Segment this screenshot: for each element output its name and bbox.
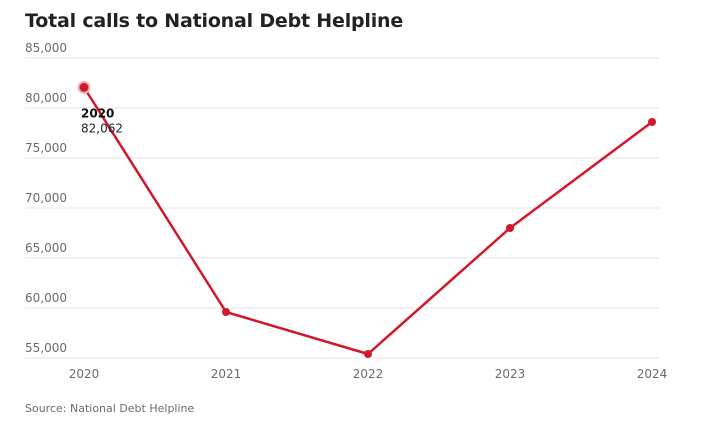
y-tick-label: 55,000	[25, 341, 67, 355]
x-tick-label: 2024	[637, 367, 668, 381]
x-tick-label: 2022	[353, 367, 384, 381]
y-tick-label: 60,000	[25, 291, 67, 305]
data-point[interactable]	[506, 224, 514, 232]
annotation-year: 2020	[81, 106, 114, 120]
y-tick-label: 70,000	[25, 191, 67, 205]
y-axis-ticks: 55,000 60,000 65,000 70,000 75,000 80,000 85,0…	[25, 41, 67, 355]
gridlines	[25, 57, 660, 359]
y-tick-label: 85,000	[25, 41, 67, 55]
x-axis-ticks: 2020 2021 2022 2023 2024	[69, 367, 668, 381]
highlighted-data-point[interactable]	[77, 80, 91, 94]
source-note: Source: National Debt Helpline	[25, 402, 195, 415]
y-tick-label: 75,000	[25, 141, 67, 155]
series-line	[82, 86, 653, 356]
y-tick-label: 65,000	[25, 241, 67, 255]
annotation-value: 82,062	[81, 121, 123, 135]
data-point[interactable]	[648, 118, 656, 126]
chart-title: Total calls to National Debt Helpline	[25, 10, 404, 32]
x-tick-label: 2023	[495, 367, 526, 381]
series-layer	[77, 80, 656, 358]
y-tick-label: 80,000	[25, 91, 67, 105]
x-tick-label: 2021	[211, 367, 242, 381]
x-tick-label: 2020	[69, 367, 100, 381]
data-point[interactable]	[222, 308, 230, 316]
data-point[interactable]	[364, 350, 372, 358]
